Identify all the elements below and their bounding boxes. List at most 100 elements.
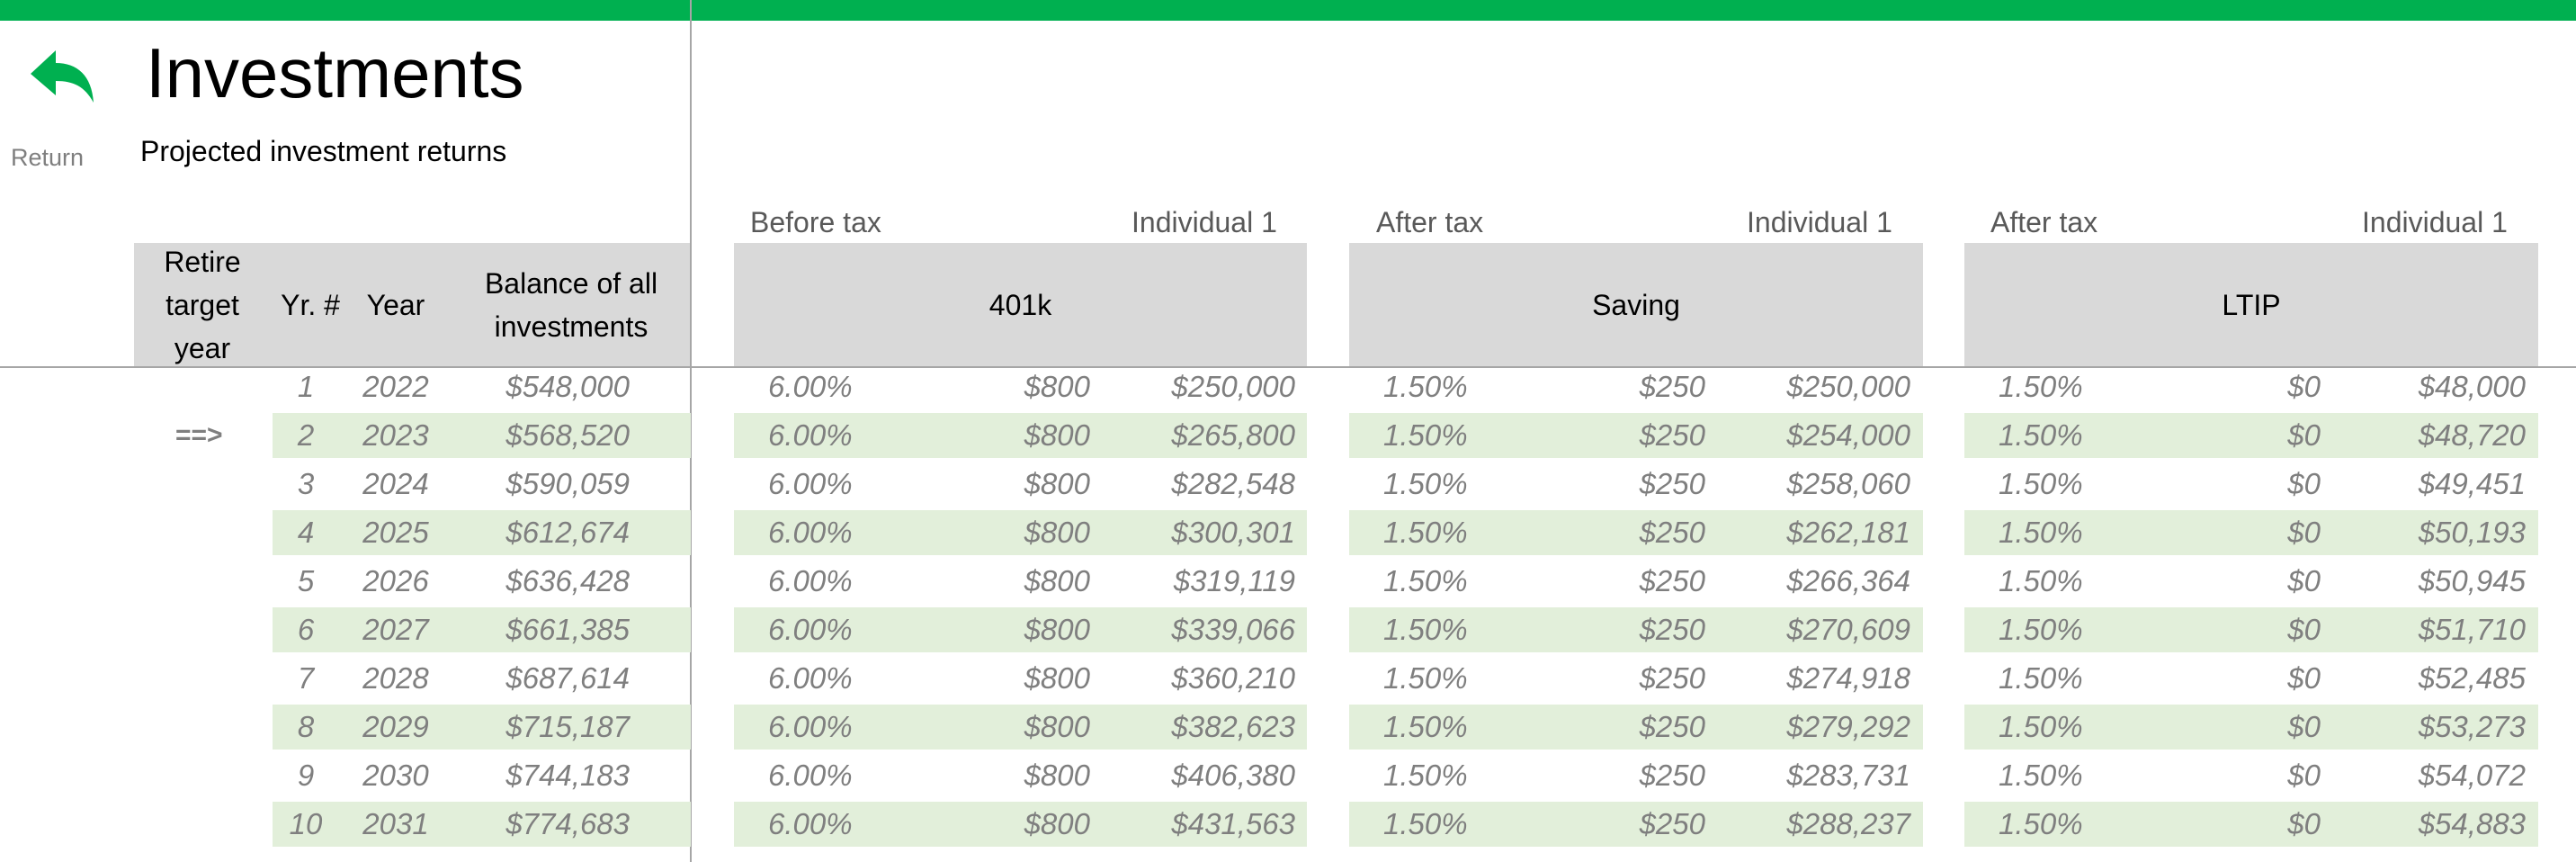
cell-balance[interactable]: $274,918: [1786, 661, 1910, 695]
cell-balance[interactable]: $283,731: [1786, 759, 1910, 792]
cell-year-number[interactable]: 4: [297, 516, 315, 549]
cell-return-rate[interactable]: 1.50%: [1383, 613, 1468, 646]
cell-return-rate[interactable]: 1.50%: [1383, 807, 1468, 840]
cell-balance[interactable]: $51,710: [2418, 613, 2526, 646]
cell-balance[interactable]: $50,945: [2418, 564, 2526, 597]
return-arrow-icon[interactable]: [25, 47, 97, 108]
cell-year-number[interactable]: 2: [297, 418, 315, 452]
cell-balance[interactable]: $270,609: [1786, 613, 1910, 646]
cell-return-rate[interactable]: 1.50%: [1999, 759, 2083, 792]
cell-balance[interactable]: $258,060: [1786, 467, 1910, 500]
cell-year-number[interactable]: 6: [297, 613, 315, 646]
cell-contribution[interactable]: $800: [1024, 613, 1090, 646]
cell-balance[interactable]: $282,548: [1171, 467, 1295, 500]
cell-year-number[interactable]: 8: [297, 710, 315, 743]
cell-balance[interactable]: $250,000: [1786, 370, 1910, 403]
cell-contribution[interactable]: $800: [1024, 467, 1090, 500]
cell-balance[interactable]: $360,210: [1171, 661, 1295, 695]
cell-balance[interactable]: $568,520: [505, 418, 630, 452]
cell-return-rate[interactable]: 1.50%: [1383, 759, 1468, 792]
cell-balance[interactable]: $266,364: [1786, 564, 1910, 597]
cell-year[interactable]: 2022: [362, 370, 429, 403]
cell-balance[interactable]: $54,883: [2418, 807, 2526, 840]
cell-year-number[interactable]: 7: [297, 661, 315, 695]
cell-contribution[interactable]: $250: [1639, 516, 1705, 549]
cell-year-number[interactable]: 10: [289, 807, 323, 840]
cell-balance[interactable]: $687,614: [505, 661, 630, 695]
cell-contribution[interactable]: $250: [1639, 661, 1705, 695]
cell-return-rate[interactable]: 1.50%: [1999, 710, 2083, 743]
cell-contribution[interactable]: $0: [2287, 516, 2321, 549]
cell-year-number[interactable]: 9: [297, 759, 315, 792]
cell-return-rate[interactable]: 1.50%: [1999, 516, 2083, 549]
cell-balance[interactable]: $49,451: [2418, 467, 2526, 500]
cell-balance[interactable]: $548,000: [505, 370, 630, 403]
cell-year-number[interactable]: 1: [297, 370, 315, 403]
cell-balance[interactable]: $265,800: [1171, 418, 1295, 452]
cell-balance[interactable]: $636,428: [505, 564, 630, 597]
return-label[interactable]: Return: [11, 144, 85, 171]
cell-contribution[interactable]: $800: [1024, 418, 1090, 452]
cell-balance[interactable]: $262,181: [1786, 516, 1910, 549]
cell-return-rate[interactable]: 1.50%: [1383, 467, 1468, 500]
cell-contribution[interactable]: $0: [2287, 807, 2321, 840]
cell-return-rate[interactable]: 6.00%: [768, 564, 853, 597]
cell-balance[interactable]: $279,292: [1786, 710, 1910, 743]
cell-contribution[interactable]: $0: [2287, 370, 2321, 403]
cell-contribution[interactable]: $800: [1024, 759, 1090, 792]
cell-balance[interactable]: $288,237: [1786, 807, 1910, 840]
cell-year[interactable]: 2027: [362, 613, 429, 646]
cell-balance[interactable]: $431,563: [1171, 807, 1295, 840]
cell-contribution[interactable]: $0: [2287, 418, 2321, 452]
cell-contribution[interactable]: $250: [1639, 418, 1705, 452]
cell-year[interactable]: 2031: [362, 807, 429, 840]
cell-contribution[interactable]: $800: [1024, 807, 1090, 840]
cell-balance[interactable]: $339,066: [1171, 613, 1295, 646]
cell-contribution[interactable]: $0: [2287, 564, 2321, 597]
cell-balance[interactable]: $319,119: [1173, 564, 1295, 597]
cell-year[interactable]: 2023: [362, 418, 429, 452]
cell-balance[interactable]: $254,000: [1786, 418, 1910, 452]
cell-contribution[interactable]: $0: [2287, 467, 2321, 500]
cell-contribution[interactable]: $250: [1639, 759, 1705, 792]
cell-contribution[interactable]: $250: [1639, 564, 1705, 597]
cell-balance[interactable]: $54,072: [2418, 759, 2526, 792]
cell-return-rate[interactable]: 6.00%: [768, 370, 853, 403]
cell-year[interactable]: 2029: [362, 710, 429, 743]
cell-year-number[interactable]: 3: [297, 467, 315, 500]
cell-year[interactable]: 2030: [362, 759, 429, 792]
cell-return-rate[interactable]: 1.50%: [1999, 564, 2083, 597]
cell-return-rate[interactable]: 1.50%: [1999, 661, 2083, 695]
cell-balance[interactable]: $612,674: [505, 516, 630, 549]
cell-balance[interactable]: $590,059: [505, 467, 630, 500]
cell-return-rate[interactable]: 6.00%: [768, 710, 853, 743]
cell-contribution[interactable]: $0: [2287, 661, 2321, 695]
cell-contribution[interactable]: $800: [1024, 564, 1090, 597]
cell-return-rate[interactable]: 1.50%: [1383, 661, 1468, 695]
cell-contribution[interactable]: $800: [1024, 710, 1090, 743]
cell-return-rate[interactable]: 1.50%: [1383, 370, 1468, 403]
cell-balance[interactable]: $48,720: [2418, 418, 2526, 452]
cell-balance[interactable]: $744,183: [505, 759, 630, 792]
cell-balance[interactable]: $250,000: [1171, 370, 1295, 403]
cell-contribution[interactable]: $250: [1639, 807, 1705, 840]
cell-year[interactable]: 2028: [362, 661, 429, 695]
cell-contribution[interactable]: $0: [2287, 710, 2321, 743]
cell-balance[interactable]: $53,273: [2418, 710, 2526, 743]
cell-balance[interactable]: $300,301: [1171, 516, 1295, 549]
cell-return-rate[interactable]: 1.50%: [1383, 710, 1468, 743]
cell-contribution[interactable]: $250: [1639, 710, 1705, 743]
cell-year[interactable]: 2025: [362, 516, 429, 549]
cell-balance[interactable]: $661,385: [505, 613, 630, 646]
cell-contribution[interactable]: $0: [2287, 759, 2321, 792]
cell-return-rate[interactable]: 6.00%: [768, 661, 853, 695]
cell-year[interactable]: 2024: [362, 467, 429, 500]
cell-contribution[interactable]: $800: [1024, 661, 1090, 695]
cell-return-rate[interactable]: 1.50%: [1999, 807, 2083, 840]
cell-balance[interactable]: $715,187: [505, 710, 630, 743]
cell-year-number[interactable]: 5: [297, 564, 315, 597]
cell-balance[interactable]: $50,193: [2418, 516, 2526, 549]
cell-return-rate[interactable]: 6.00%: [768, 467, 853, 500]
cell-contribution[interactable]: $250: [1639, 467, 1705, 500]
cell-return-rate[interactable]: 1.50%: [1383, 516, 1468, 549]
